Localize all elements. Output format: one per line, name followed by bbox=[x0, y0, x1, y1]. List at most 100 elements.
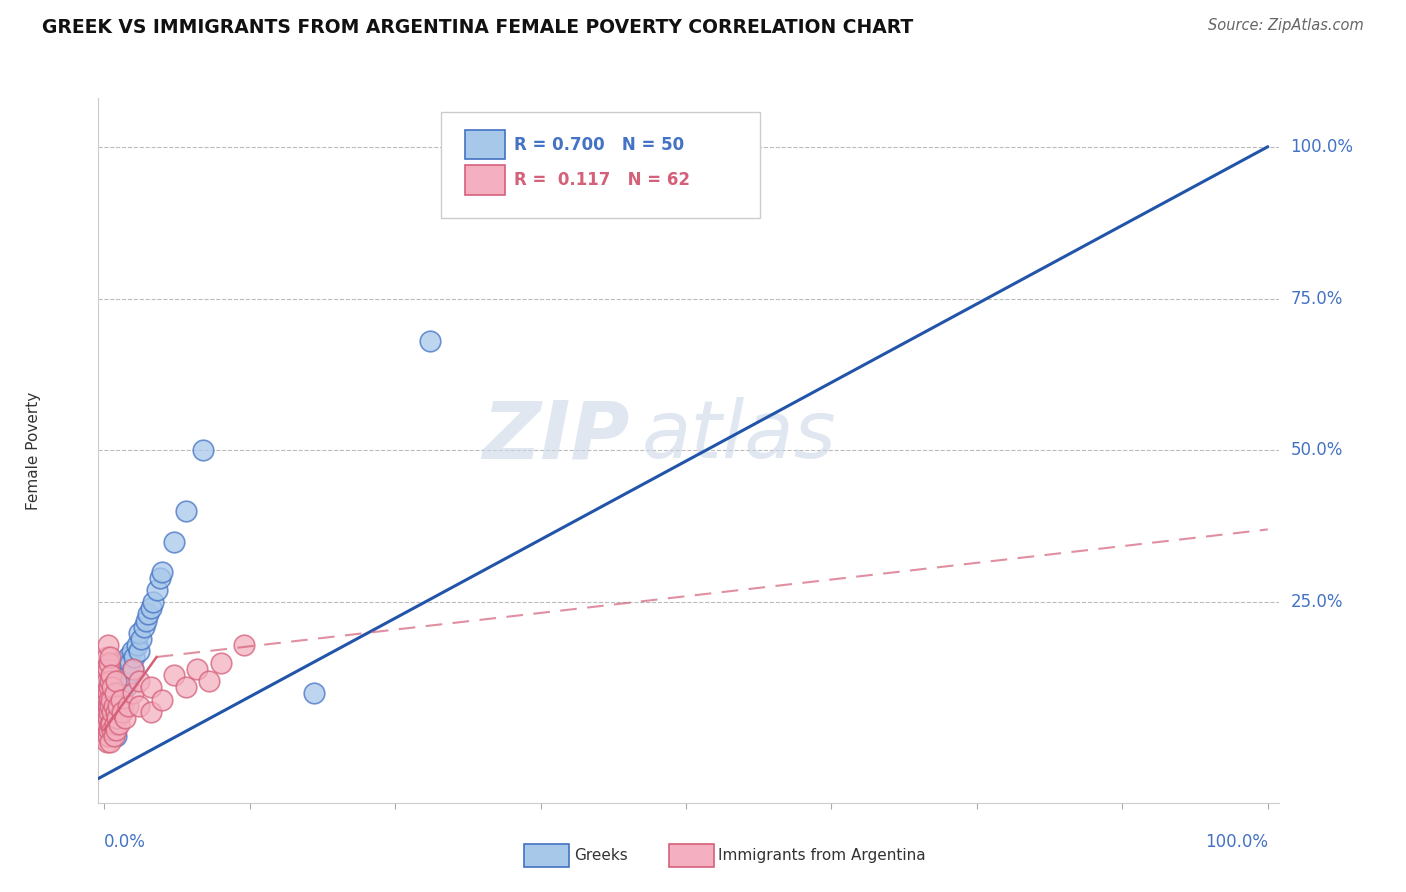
Point bbox=[104, 729, 127, 743]
Point bbox=[111, 705, 134, 719]
Point bbox=[209, 656, 232, 670]
Point bbox=[97, 674, 120, 689]
Point bbox=[103, 692, 125, 706]
Point bbox=[104, 686, 127, 700]
Point bbox=[131, 632, 153, 646]
Point bbox=[94, 698, 117, 713]
Point bbox=[142, 595, 165, 609]
Point bbox=[104, 662, 127, 676]
Point bbox=[124, 650, 146, 665]
Point bbox=[101, 668, 124, 682]
Point bbox=[108, 692, 131, 706]
Point bbox=[103, 698, 125, 713]
Point bbox=[94, 711, 117, 725]
Text: Source: ZipAtlas.com: Source: ZipAtlas.com bbox=[1208, 18, 1364, 33]
Point bbox=[232, 638, 254, 652]
Point bbox=[98, 656, 121, 670]
Point bbox=[97, 723, 120, 737]
Point bbox=[186, 662, 208, 676]
Text: 50.0%: 50.0% bbox=[1291, 442, 1343, 459]
Point bbox=[110, 656, 132, 670]
Point bbox=[174, 504, 197, 518]
Point bbox=[97, 662, 120, 676]
Point bbox=[135, 614, 157, 628]
Point bbox=[114, 711, 136, 725]
Point bbox=[138, 607, 160, 622]
Point bbox=[98, 650, 121, 665]
Point bbox=[302, 686, 325, 700]
Text: 75.0%: 75.0% bbox=[1291, 290, 1343, 308]
Point bbox=[97, 656, 120, 670]
Point bbox=[94, 729, 117, 743]
Point bbox=[107, 674, 129, 689]
Point bbox=[104, 705, 127, 719]
Point bbox=[115, 681, 138, 695]
Point bbox=[103, 716, 125, 731]
Point bbox=[104, 681, 127, 695]
Point bbox=[100, 716, 122, 731]
Point bbox=[163, 668, 186, 682]
FancyBboxPatch shape bbox=[464, 165, 505, 194]
Point bbox=[149, 571, 172, 585]
Point bbox=[163, 534, 186, 549]
Point bbox=[128, 625, 150, 640]
Point bbox=[101, 723, 124, 737]
Text: atlas: atlas bbox=[641, 397, 837, 475]
Point bbox=[97, 711, 120, 725]
Point bbox=[104, 723, 127, 737]
Point bbox=[174, 681, 197, 695]
Point bbox=[112, 674, 135, 689]
Text: Greeks: Greeks bbox=[574, 848, 627, 863]
Point bbox=[110, 692, 132, 706]
Text: R =  0.117   N = 62: R = 0.117 N = 62 bbox=[515, 171, 690, 189]
Point bbox=[98, 735, 121, 749]
Point bbox=[104, 674, 127, 689]
Point bbox=[97, 705, 120, 719]
Text: R = 0.700   N = 50: R = 0.700 N = 50 bbox=[515, 136, 685, 153]
Point bbox=[98, 711, 121, 725]
Point bbox=[145, 583, 167, 598]
Point bbox=[118, 656, 141, 670]
Point bbox=[128, 644, 150, 658]
Point bbox=[111, 698, 134, 713]
Point bbox=[191, 443, 214, 458]
Point bbox=[94, 716, 117, 731]
Text: 0.0%: 0.0% bbox=[104, 833, 146, 851]
Point bbox=[117, 698, 139, 713]
Point bbox=[96, 705, 118, 719]
Text: Immigrants from Argentina: Immigrants from Argentina bbox=[718, 848, 927, 863]
Text: 100.0%: 100.0% bbox=[1205, 833, 1268, 851]
Point bbox=[100, 723, 122, 737]
Point bbox=[132, 620, 155, 634]
Point bbox=[96, 735, 118, 749]
Point bbox=[117, 668, 139, 682]
Point bbox=[100, 692, 122, 706]
Point bbox=[152, 692, 174, 706]
Point bbox=[122, 662, 145, 676]
Point bbox=[139, 601, 162, 615]
Point bbox=[101, 705, 124, 719]
Point bbox=[98, 692, 121, 706]
Point bbox=[107, 698, 129, 713]
Point bbox=[97, 698, 120, 713]
Point bbox=[104, 698, 127, 713]
Point bbox=[128, 674, 150, 689]
Point bbox=[198, 674, 221, 689]
Point bbox=[103, 729, 125, 743]
Point bbox=[121, 644, 143, 658]
Text: 25.0%: 25.0% bbox=[1291, 593, 1343, 611]
Point bbox=[100, 668, 122, 682]
Point bbox=[108, 716, 131, 731]
Point bbox=[139, 705, 162, 719]
Point bbox=[105, 711, 128, 725]
FancyBboxPatch shape bbox=[464, 130, 505, 160]
Point bbox=[96, 674, 118, 689]
Point bbox=[152, 565, 174, 579]
Point bbox=[104, 711, 127, 725]
Point bbox=[101, 681, 124, 695]
Point bbox=[96, 716, 118, 731]
Point bbox=[96, 716, 118, 731]
Point bbox=[122, 686, 145, 700]
Point bbox=[97, 698, 120, 713]
Point bbox=[107, 705, 129, 719]
